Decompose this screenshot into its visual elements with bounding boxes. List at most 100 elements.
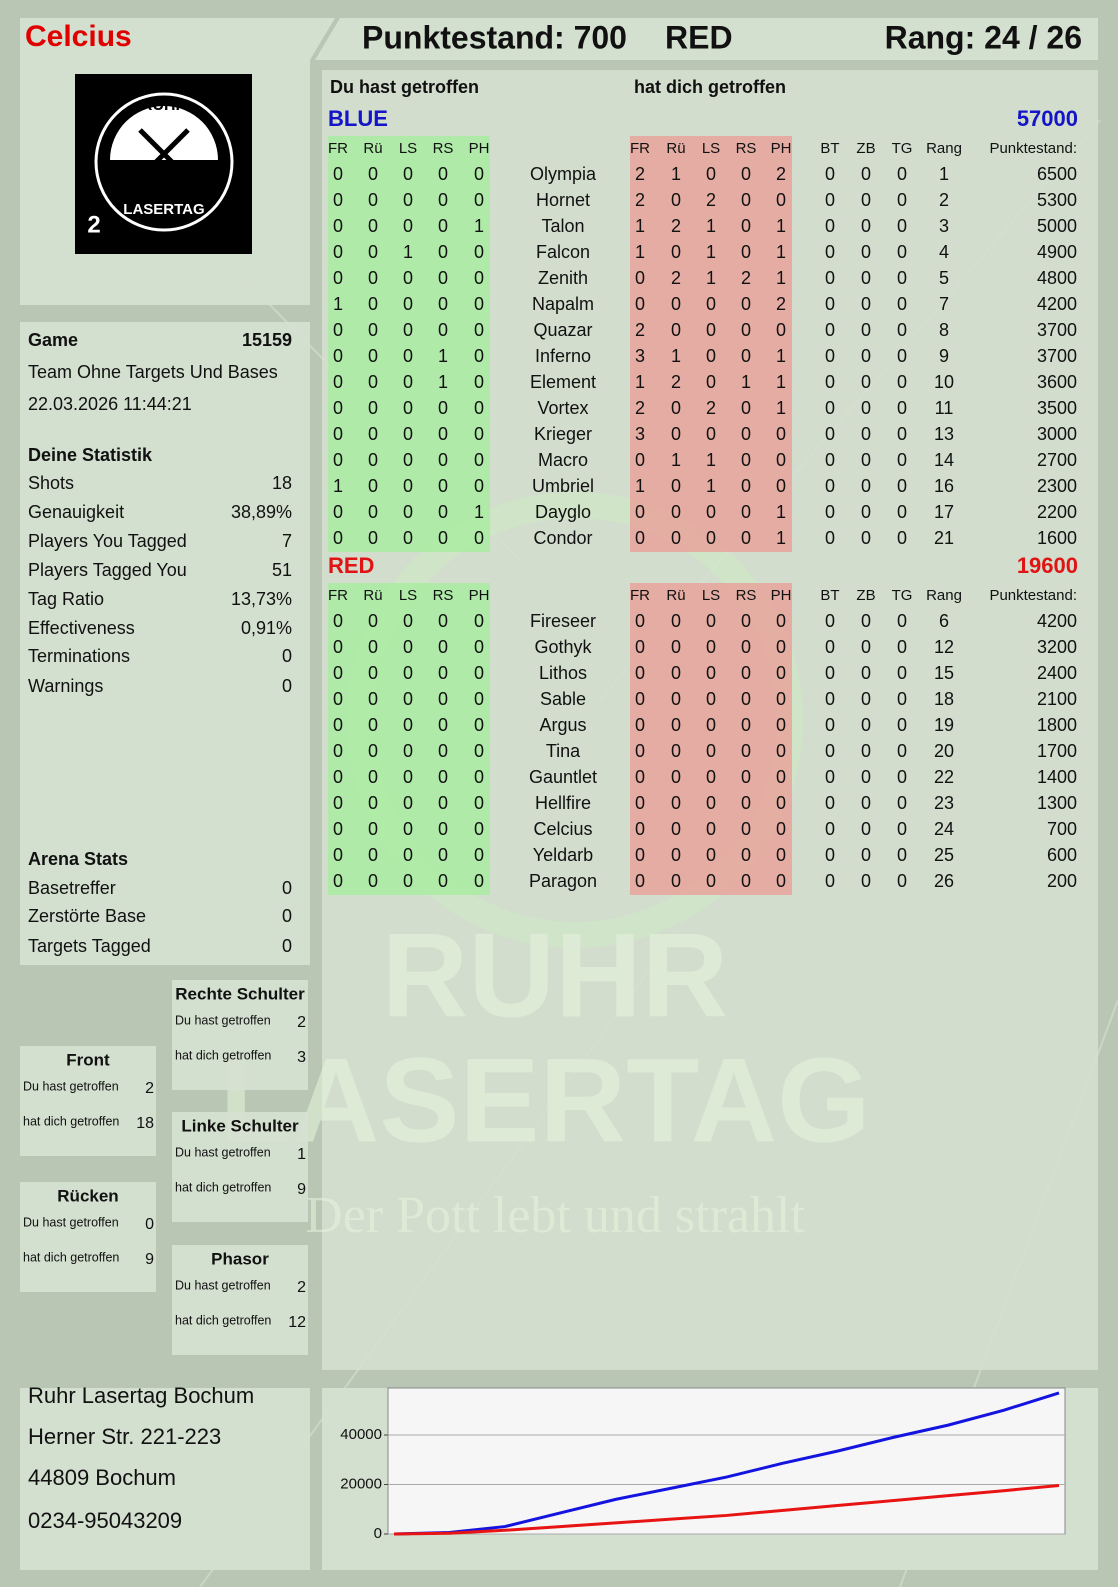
cell: 0 <box>403 398 413 418</box>
stat-label: Players You Tagged <box>28 531 187 551</box>
cell: 0 <box>776 424 786 444</box>
cell: 0 <box>438 528 448 548</box>
cell: 2 <box>635 190 645 210</box>
cell: 0 <box>438 216 448 236</box>
cell: 19 <box>934 715 954 735</box>
column-header: Punktestand: <box>989 140 1077 157</box>
player-name: Gauntlet <box>529 767 597 787</box>
zone-label: Du hast getroffen <box>23 1079 119 1093</box>
cell: 0 <box>897 242 907 262</box>
cell: 0 <box>635 793 645 813</box>
cell: 0 <box>333 793 343 813</box>
stat-value: 38,89% <box>231 502 292 522</box>
stat-value: 18 <box>272 473 292 493</box>
zone-title: Rechte Schulter <box>175 984 305 1003</box>
cell: 0 <box>438 450 448 470</box>
cell: 0 <box>474 268 484 288</box>
cell: 0 <box>403 611 413 631</box>
cell: 1 <box>776 398 786 418</box>
arena-label: Zerstörte Base <box>28 906 146 926</box>
cell: 0 <box>861 294 871 314</box>
cell: 0 <box>671 528 681 548</box>
cell: 0 <box>706 611 716 631</box>
team-score: 19600 <box>1017 553 1078 578</box>
cell: 0 <box>776 190 786 210</box>
cell: 5000 <box>1037 216 1077 236</box>
column-header: FR <box>328 587 348 604</box>
player-name: Yeldarb <box>533 845 593 865</box>
cell: 4200 <box>1037 294 1077 314</box>
cell: 0 <box>861 663 871 683</box>
cell: 3200 <box>1037 637 1077 657</box>
cell: 0 <box>671 663 681 683</box>
logo-badge: 2 <box>87 211 100 238</box>
cell: 0 <box>776 741 786 761</box>
cell: 0 <box>368 689 378 709</box>
logo <box>75 74 252 254</box>
cell: 0 <box>897 845 907 865</box>
column-header: FR <box>630 140 650 157</box>
column-header: Rang <box>926 140 962 157</box>
cell: 0 <box>635 741 645 761</box>
cell: 0 <box>438 190 448 210</box>
cell: 21 <box>934 528 954 548</box>
cell: 1 <box>776 242 786 262</box>
cell: 1 <box>706 216 716 236</box>
column-header: RS <box>736 587 757 604</box>
cell: 0 <box>671 767 681 787</box>
cell: 3000 <box>1037 424 1077 444</box>
column-header: PH <box>771 140 792 157</box>
cell: 0 <box>474 476 484 496</box>
cell: 0 <box>368 242 378 262</box>
cell: 0 <box>333 190 343 210</box>
cell: 0 <box>825 294 835 314</box>
cell: 0 <box>825 216 835 236</box>
cell: 0 <box>825 502 835 522</box>
zone-box <box>172 980 308 1090</box>
cell: 0 <box>438 663 448 683</box>
cell: 0 <box>706 346 716 366</box>
cell: 0 <box>368 845 378 865</box>
cell: 3 <box>635 346 645 366</box>
cell: 1 <box>333 476 343 496</box>
cell: 0 <box>671 715 681 735</box>
cell: 2 <box>776 164 786 184</box>
cell: 0 <box>368 294 378 314</box>
cell: 0 <box>368 767 378 787</box>
player-name: Talon <box>541 216 584 236</box>
cell: 0 <box>438 637 448 657</box>
stat-label: Tag Ratio <box>28 589 104 609</box>
cell: 0 <box>403 793 413 813</box>
cell: 1 <box>776 528 786 548</box>
cell: 2700 <box>1037 450 1077 470</box>
cell: 0 <box>368 164 378 184</box>
column-header: Rü <box>666 140 685 157</box>
column-header: FR <box>630 587 650 604</box>
zone-label: hat dich getroffen <box>175 1180 271 1194</box>
cell: 0 <box>403 663 413 683</box>
cell: 0 <box>474 164 484 184</box>
cell: 0 <box>368 346 378 366</box>
column-header: Punktestand: <box>989 587 1077 604</box>
cell: 0 <box>825 637 835 657</box>
cell: 0 <box>474 611 484 631</box>
cell: 0 <box>861 476 871 496</box>
cell: 0 <box>368 450 378 470</box>
cell: 0 <box>635 663 645 683</box>
cell: 0 <box>333 346 343 366</box>
cell: 0 <box>897 528 907 548</box>
cell: 0 <box>474 637 484 657</box>
cell: 0 <box>635 845 645 865</box>
cell: 1 <box>474 216 484 236</box>
cell: 1700 <box>1037 741 1077 761</box>
cell: 0 <box>861 611 871 631</box>
cell: 0 <box>706 528 716 548</box>
cell: 0 <box>897 476 907 496</box>
player-name: Olympia <box>530 164 597 184</box>
game-id: 15159 <box>242 330 292 350</box>
cell: 6500 <box>1037 164 1077 184</box>
cell: 0 <box>861 242 871 262</box>
cell: 0 <box>671 689 681 709</box>
player-name: Lithos <box>539 663 587 683</box>
cell: 0 <box>671 242 681 262</box>
